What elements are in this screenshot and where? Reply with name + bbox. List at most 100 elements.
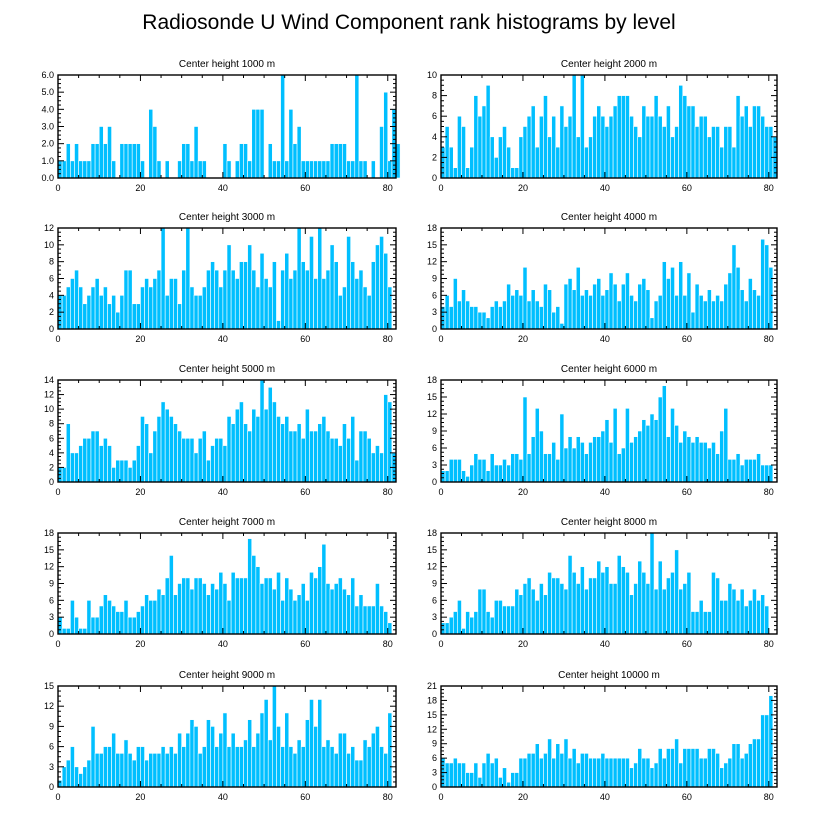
bar xyxy=(354,459,360,483)
bar xyxy=(489,616,495,635)
x-tick-label: 40 xyxy=(218,639,228,649)
bar xyxy=(739,115,745,179)
bar xyxy=(653,762,659,788)
bar xyxy=(657,295,663,330)
bar xyxy=(473,611,479,635)
bar xyxy=(337,295,343,330)
bar xyxy=(604,126,610,179)
y-tick-label: 12 xyxy=(44,562,54,572)
x-tick-label: 0 xyxy=(438,183,443,193)
bar xyxy=(350,746,356,788)
bar xyxy=(498,306,503,330)
bar xyxy=(379,452,384,483)
bar xyxy=(370,160,376,179)
bar xyxy=(333,753,339,788)
bar xyxy=(748,600,753,635)
bar xyxy=(148,600,154,635)
bar xyxy=(727,459,733,483)
bar xyxy=(251,109,257,179)
bar xyxy=(600,295,606,330)
bar xyxy=(115,753,121,788)
bar xyxy=(702,115,708,179)
bar xyxy=(457,762,462,788)
bar xyxy=(325,430,331,483)
bar xyxy=(678,442,684,483)
bar xyxy=(296,423,302,483)
x-tick-label: 40 xyxy=(600,792,610,802)
bar xyxy=(707,611,712,635)
bar xyxy=(309,236,314,330)
bar xyxy=(65,143,71,179)
bar xyxy=(707,447,712,483)
bar xyxy=(350,261,356,330)
bar xyxy=(251,746,257,788)
bar xyxy=(226,416,232,483)
bar xyxy=(686,748,692,788)
bar xyxy=(670,748,675,788)
bar xyxy=(461,289,466,330)
x-tick-label: 80 xyxy=(764,487,774,497)
bar xyxy=(366,746,372,788)
bar xyxy=(707,748,712,788)
bar xyxy=(201,746,207,788)
bar xyxy=(670,266,675,330)
bar xyxy=(461,762,466,788)
bar xyxy=(596,105,602,179)
bar xyxy=(317,160,323,179)
bar xyxy=(214,437,220,483)
bar xyxy=(739,588,745,635)
bar xyxy=(329,588,335,635)
bar xyxy=(485,470,491,483)
bar xyxy=(300,583,306,635)
bar xyxy=(276,416,281,483)
bar xyxy=(168,278,174,330)
bar xyxy=(707,136,712,179)
bar xyxy=(226,746,232,788)
bar xyxy=(555,743,561,788)
x-tick-label: 80 xyxy=(383,183,393,193)
bar xyxy=(748,459,753,483)
bar xyxy=(555,146,561,179)
bar xyxy=(144,423,149,483)
bar xyxy=(193,452,199,483)
bar xyxy=(300,160,306,179)
bar xyxy=(210,583,215,635)
bar xyxy=(477,311,483,330)
bar xyxy=(575,583,581,635)
bar xyxy=(592,436,598,483)
bar xyxy=(325,739,331,788)
bar xyxy=(98,605,104,635)
bar xyxy=(530,289,536,330)
bar xyxy=(214,588,220,635)
bar xyxy=(86,160,92,179)
bar xyxy=(661,126,667,179)
bar xyxy=(637,560,643,635)
bar xyxy=(148,286,154,330)
bar xyxy=(181,437,187,483)
bar xyxy=(197,295,203,330)
bar xyxy=(284,577,290,635)
bar xyxy=(723,126,729,179)
bar xyxy=(201,286,207,330)
bar xyxy=(255,109,261,179)
bar xyxy=(259,109,265,179)
y-tick-label: 15 xyxy=(44,545,54,555)
bar xyxy=(670,136,675,179)
y-tick-label: 2 xyxy=(432,152,437,162)
bar xyxy=(325,583,331,635)
x-tick-label: 60 xyxy=(300,487,310,497)
bar xyxy=(661,385,667,483)
bar xyxy=(354,74,360,179)
bar xyxy=(206,459,211,483)
bar xyxy=(127,616,133,635)
bar xyxy=(218,571,224,635)
bar xyxy=(485,317,491,330)
bar xyxy=(148,753,154,788)
bar xyxy=(567,555,573,635)
bar xyxy=(255,566,261,635)
bar xyxy=(276,571,281,635)
bar xyxy=(555,577,561,635)
y-tick-label: 12 xyxy=(427,724,437,734)
bar xyxy=(686,436,692,483)
bar xyxy=(530,436,536,483)
